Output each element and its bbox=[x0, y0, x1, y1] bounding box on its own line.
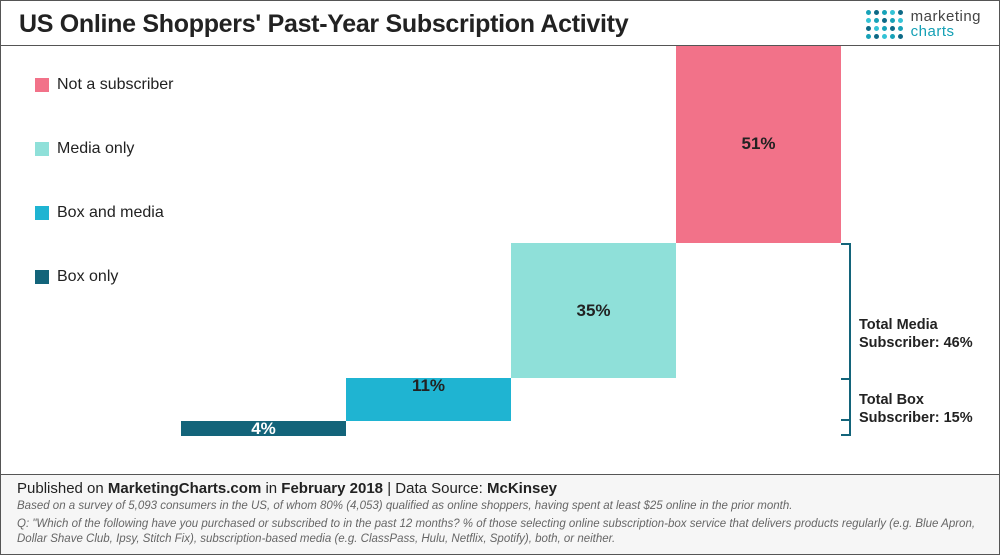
pub-prefix: Published on bbox=[17, 480, 108, 497]
bar-value-label: 4% bbox=[181, 419, 346, 439]
logo-text: marketing charts bbox=[911, 9, 981, 39]
logo-dots-icon bbox=[866, 10, 903, 39]
legend-swatch bbox=[35, 142, 49, 156]
pub-source: McKinsey bbox=[487, 480, 557, 497]
legend-item-box_and_media: Box and media bbox=[35, 204, 174, 222]
bracket-label: Total MediaSubscriber: 46% bbox=[859, 316, 973, 352]
pub-date: February 2018 bbox=[281, 480, 383, 497]
header: US Online Shoppers' Past-Year Subscripti… bbox=[1, 1, 999, 45]
bracket bbox=[841, 378, 851, 436]
brand-logo: marketing charts bbox=[866, 9, 981, 39]
bar-value-label: 51% bbox=[676, 134, 841, 154]
legend-label: Media only bbox=[57, 140, 134, 158]
legend-swatch bbox=[35, 270, 49, 284]
legend-label: Box and media bbox=[57, 204, 164, 222]
bracket-label: Total BoxSubscriber: 15% bbox=[859, 391, 973, 427]
chart-container: US Online Shoppers' Past-Year Subscripti… bbox=[0, 0, 1000, 555]
bar-box_and_media: 11% bbox=[346, 378, 511, 420]
legend-item-not_sub: Not a subscriber bbox=[35, 76, 174, 94]
bar-box_only: 4% bbox=[181, 421, 346, 436]
bar-value-label: 35% bbox=[511, 301, 676, 321]
chart-title: US Online Shoppers' Past-Year Subscripti… bbox=[19, 10, 628, 39]
bar-media_only: 35% bbox=[511, 243, 676, 378]
logo-line1: marketing bbox=[911, 9, 981, 24]
bracket-annotations: Total MediaSubscriber: 46% Total BoxSubsc… bbox=[841, 46, 993, 476]
pub-sep: | Data Source: bbox=[383, 480, 487, 497]
legend-item-media_only: Media only bbox=[35, 140, 174, 158]
plot-area: 4% 11% 35% 51% bbox=[181, 46, 841, 446]
bar-value-label: 11% bbox=[346, 376, 511, 396]
footer: Published on MarketingCharts.com in Febr… bbox=[1, 474, 999, 554]
legend-swatch bbox=[35, 206, 49, 220]
chart-area: Not a subscriber Media only Box and media B… bbox=[1, 46, 999, 476]
pub-site: MarketingCharts.com bbox=[108, 480, 261, 497]
bar-not_sub: 51% bbox=[676, 46, 841, 243]
legend-label: Box only bbox=[57, 268, 118, 286]
footnote-2: Q: "Which of the following have you purc… bbox=[17, 517, 983, 548]
legend-label: Not a subscriber bbox=[57, 76, 174, 94]
pub-mid: in bbox=[261, 480, 281, 497]
legend-item-box_only: Box only bbox=[35, 268, 174, 286]
footnote-1: Based on a survey of 5,093 consumers in … bbox=[17, 499, 983, 515]
legend-swatch bbox=[35, 78, 49, 92]
publication-line: Published on MarketingCharts.com in Febr… bbox=[17, 480, 983, 497]
logo-line2: charts bbox=[911, 24, 981, 39]
legend: Not a subscriber Media only Box and media B… bbox=[35, 76, 174, 286]
